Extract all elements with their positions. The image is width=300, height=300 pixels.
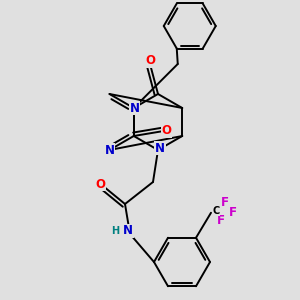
Text: F: F: [221, 196, 229, 209]
Text: C: C: [212, 206, 220, 216]
Text: H: H: [111, 226, 119, 236]
Text: O: O: [162, 124, 172, 137]
Text: N: N: [123, 224, 133, 238]
Text: O: O: [95, 178, 105, 190]
Text: F: F: [229, 206, 237, 219]
Text: N: N: [155, 142, 165, 154]
Text: N: N: [130, 101, 140, 115]
Text: F: F: [217, 214, 225, 227]
Text: O: O: [145, 55, 155, 68]
Text: N: N: [104, 143, 115, 157]
